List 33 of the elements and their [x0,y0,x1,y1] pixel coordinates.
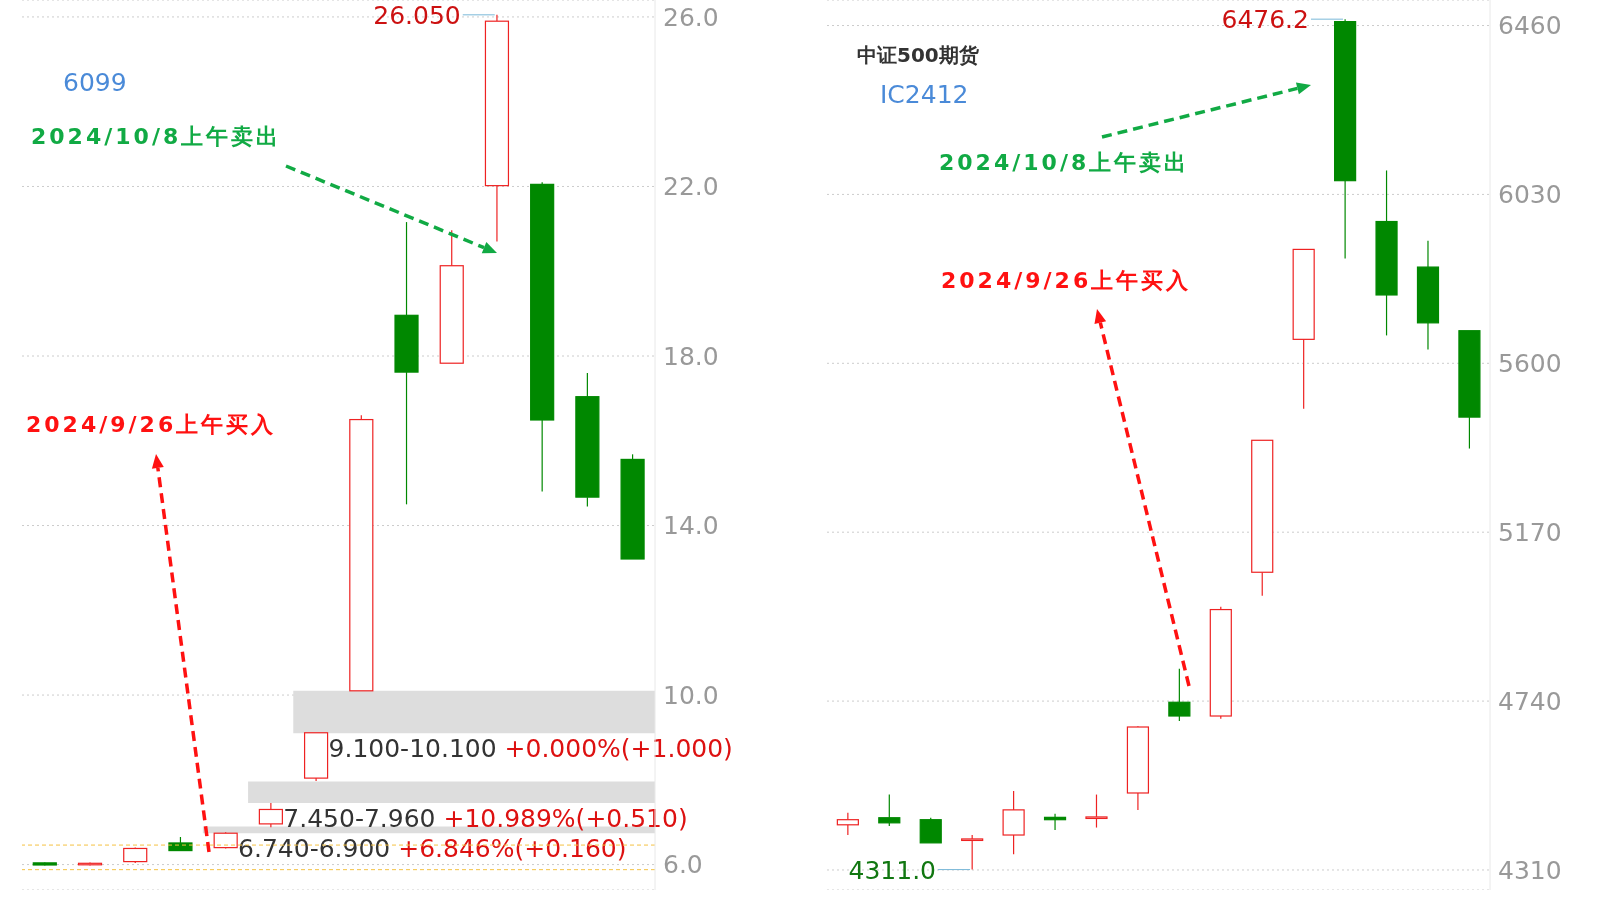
band-label: 7.450-7.960 +10.989%(+0.510) [283,804,688,834]
annotation: 2024/10/8上午卖出 [31,123,282,151]
y-tick-label: 4310 [1498,855,1562,885]
y-tick-label: 22.0 [663,172,719,202]
candlestick [1002,790,1025,855]
y-tick-label: 4740 [1498,686,1562,716]
candlestick [836,812,859,836]
text: 6099 [63,68,127,97]
y-tick-label: 6030 [1498,180,1562,210]
annotation: 6476.2 [1221,5,1309,35]
candlestick [394,221,419,505]
y-tick-label: 26.0 [663,2,719,32]
candlestick [258,802,283,828]
annotation: 2024/9/26上午买入 [26,411,277,439]
candlestick [1416,240,1440,351]
y-tick-label: 5170 [1498,518,1562,548]
y-tick-label: 18.0 [663,341,719,371]
candlestick [1334,18,1357,260]
annotation: 2024/9/26上午买入 [941,267,1192,295]
annotation: 4311.0 [848,855,937,885]
y-tick-label: 14.0 [663,511,719,541]
candlestick [1375,169,1398,337]
candlestick [484,14,510,243]
y-tick-label: 6.0 [663,850,703,880]
y-tick-label: 10.0 [663,680,719,710]
band-label: 6.740-6.900 +6.846%(+0.160) [238,834,627,864]
annotation: 26.050 [373,0,461,30]
text: IC2412 [880,80,969,109]
text: 中证500期货 [857,42,979,69]
y-tick-label: 5600 [1498,349,1562,379]
y-tick-label: 6460 [1498,11,1562,41]
band-label: 9.100-10.100 +0.000%(+1.000) [328,734,733,764]
annotation: 2024/10/8上午卖出 [939,149,1190,177]
